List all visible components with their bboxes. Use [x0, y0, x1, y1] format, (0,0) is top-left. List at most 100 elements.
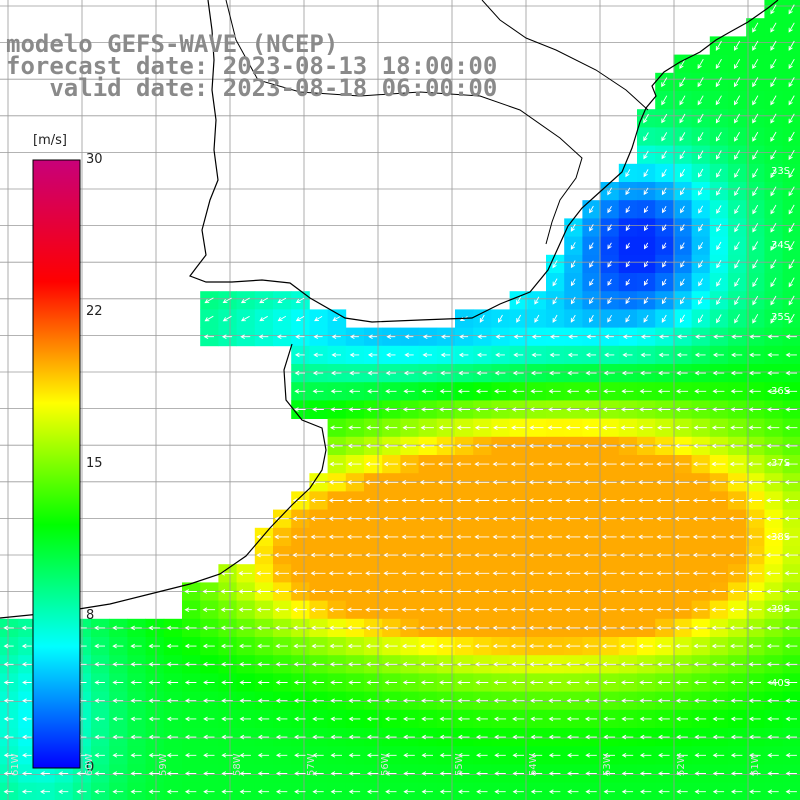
wind-arrow: [257, 698, 270, 703]
wind-arrow: [589, 242, 594, 250]
wind-arrow: [675, 680, 689, 685]
wind-arrow: [202, 625, 215, 631]
wind-arrow: [347, 480, 362, 485]
wind-arrow: [603, 771, 615, 776]
wind-arrow: [693, 662, 707, 667]
wind-arrow: [729, 443, 744, 449]
wind-arrow: [622, 334, 633, 339]
wind-arrow: [492, 571, 508, 576]
wind-arrow: [548, 407, 562, 412]
wind-arrow: [620, 643, 635, 649]
wind-arrow: [277, 315, 287, 322]
wind-arrow: [752, 131, 759, 142]
wind-arrow: [694, 716, 707, 722]
wind-arrow: [640, 370, 652, 376]
wind-arrow: [788, 313, 795, 324]
wind-arrow: [680, 260, 685, 268]
wind-arrow: [656, 607, 672, 612]
wind-arrow: [752, 295, 759, 306]
wind-arrow: [112, 734, 124, 740]
wind-arrow: [456, 571, 472, 576]
wind-arrow: [711, 625, 726, 631]
wind-arrow: [348, 716, 361, 722]
wind-arrow: [752, 77, 759, 88]
wind-arrow: [680, 205, 685, 214]
wind-arrow: [347, 461, 362, 467]
wind-arrow: [638, 643, 653, 649]
wind-arrow: [657, 680, 671, 685]
wind-arrow: [692, 534, 708, 540]
wind-arrow: [329, 461, 343, 467]
wind-arrow: [698, 296, 704, 305]
wind-arrow: [694, 753, 706, 758]
wind-arrow: [765, 552, 781, 558]
title-model: modelo GEFS-WAVE (NCEP): [6, 30, 339, 58]
wind-arrow: [512, 771, 524, 776]
wind-arrow: [785, 407, 798, 412]
wind-arrow: [770, 77, 777, 88]
wind-arrow: [347, 625, 362, 631]
wind-arrow: [784, 625, 798, 631]
wind-arrow: [330, 716, 343, 722]
wind-arrow: [638, 662, 653, 667]
wind-arrow: [729, 607, 744, 612]
wind-arrow: [292, 552, 308, 558]
wind-arrow: [625, 169, 631, 178]
wind-arrow: [474, 625, 490, 631]
wind-arrow: [328, 589, 344, 594]
wind-arrow: [674, 552, 690, 558]
wind-arrow: [348, 407, 361, 412]
wind-arrow: [293, 698, 306, 703]
wind-arrow: [730, 716, 743, 722]
wind-arrow: [456, 534, 472, 540]
wind-arrow: [328, 571, 344, 576]
wind-arrow: [130, 734, 142, 740]
wind-arrow: [565, 662, 580, 667]
wind-arrow: [349, 334, 359, 339]
wind-arrow: [694, 771, 706, 776]
wind-arrow: [730, 643, 744, 649]
wind-arrow: [257, 716, 270, 722]
wind-arrow: [511, 425, 526, 430]
wind-arrow: [292, 607, 307, 612]
wind-arrow: [604, 334, 614, 339]
wind-arrow: [676, 352, 688, 358]
wind-arrow: [402, 662, 416, 667]
wind-arrow: [643, 113, 649, 124]
wind-arrow: [22, 698, 32, 703]
wind-arrow: [510, 534, 526, 540]
wind-arrow: [440, 352, 451, 358]
wind-arrow: [730, 771, 743, 776]
wind-arrow: [366, 407, 379, 412]
wind-arrow: [383, 534, 399, 540]
wind-arrow: [112, 680, 124, 685]
wind-arrow: [492, 534, 508, 540]
wind-arrow: [166, 771, 179, 776]
wind-arrow: [184, 734, 197, 740]
wind-arrow: [567, 753, 579, 758]
wind-arrow: [747, 571, 762, 576]
wind-arrow: [516, 314, 522, 323]
wind-arrow: [584, 680, 598, 685]
wind-arrow: [784, 552, 799, 558]
wind-arrow: [313, 352, 323, 358]
wind-arrow: [693, 643, 707, 649]
wind-arrow: [148, 698, 160, 703]
wind-arrow: [383, 643, 398, 649]
wind-arrow: [692, 516, 708, 521]
wind-arrow: [385, 753, 397, 758]
wind-arrow: [680, 187, 685, 196]
wind-arrow: [552, 278, 558, 287]
wind-arrow: [679, 168, 685, 178]
wind-arrow: [221, 662, 233, 667]
wind-arrow: [383, 552, 399, 558]
wind-arrow: [204, 315, 214, 322]
wind-arrow: [184, 589, 197, 594]
wind-arrow: [401, 625, 417, 631]
wind-arrow: [730, 389, 743, 394]
wind-arrow: [419, 498, 435, 503]
wind-arrow: [457, 698, 470, 703]
wind-arrow: [784, 498, 798, 503]
wind-arrow: [607, 242, 612, 250]
